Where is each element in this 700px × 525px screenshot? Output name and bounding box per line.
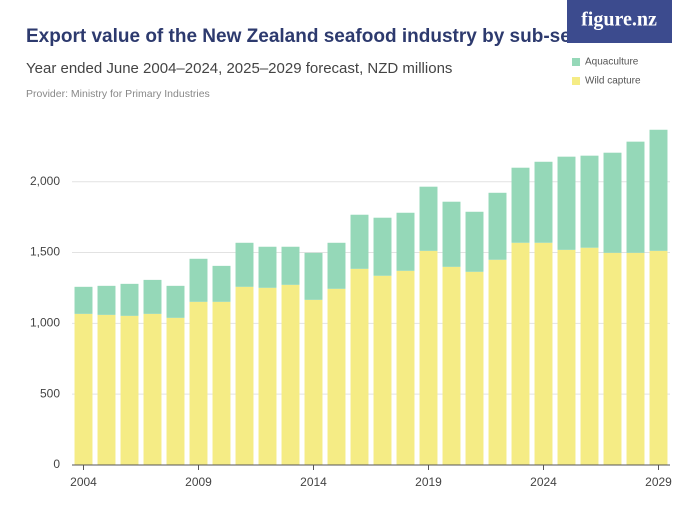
bar-segment — [603, 152, 622, 253]
bar-segment — [603, 252, 622, 465]
bar-segment — [189, 301, 208, 465]
bar-segment — [511, 242, 530, 465]
y-tick-label: 500 — [40, 386, 60, 400]
x-tick-label: 2014 — [300, 475, 327, 489]
bar-segment — [465, 271, 484, 465]
bar-segment — [97, 285, 116, 315]
x-tick-label: 2029 — [645, 475, 672, 489]
bar-segment — [166, 285, 185, 318]
bar-segment — [74, 286, 93, 314]
bar-segment — [649, 129, 668, 251]
bar-segment — [143, 313, 162, 465]
bar-segment — [166, 317, 185, 465]
legend-label: Wild capture — [585, 76, 641, 87]
x-tick-label: 2004 — [70, 475, 97, 489]
legend-swatch — [572, 58, 580, 66]
bar-segment — [235, 242, 254, 287]
bar-segment — [557, 156, 576, 250]
x-tick-label: 2019 — [415, 475, 442, 489]
bar-segment — [396, 270, 415, 465]
bar-segment — [281, 246, 300, 285]
bar-segment — [327, 242, 346, 289]
bar-segment — [258, 287, 277, 465]
bar-segment — [373, 217, 392, 276]
y-tick-label: 2,000 — [30, 174, 60, 188]
bar-segment — [488, 192, 507, 260]
bar-segment — [258, 246, 277, 288]
bar-segment — [143, 279, 162, 314]
bar-segment — [120, 283, 139, 316]
bar-segment — [350, 268, 369, 465]
bar-segment — [235, 286, 254, 465]
bar-segment — [534, 242, 553, 465]
bar-segment — [327, 288, 346, 465]
bar-segment — [557, 249, 576, 465]
bar-segment — [465, 211, 484, 272]
bar-segment — [580, 155, 599, 248]
bar-segment — [534, 161, 553, 243]
bar-segment — [212, 301, 231, 465]
y-tick-label: 1,500 — [30, 245, 60, 259]
legend-label: Aquaculture — [585, 57, 639, 68]
bar-segment — [442, 201, 461, 267]
logo: figure.nz — [581, 9, 657, 31]
y-tick-label: 0 — [53, 457, 60, 471]
chart-title: Export value of the New Zealand seafood … — [26, 26, 607, 47]
bar-segment — [189, 258, 208, 302]
legend-swatch — [572, 77, 580, 85]
logo-box — [567, 0, 672, 43]
bar-segment — [442, 266, 461, 465]
x-tick-label: 2009 — [185, 475, 212, 489]
y-tick-label: 1,000 — [30, 316, 60, 330]
x-tick-label: 2024 — [530, 475, 557, 489]
bar-segment — [511, 167, 530, 243]
bar-segment — [97, 314, 116, 465]
bar-segment — [350, 214, 369, 269]
bar-segment — [212, 265, 231, 302]
bar-segment — [580, 247, 599, 465]
provider: Provider: Ministry for Primary Industrie… — [26, 88, 210, 100]
bar-segment — [120, 315, 139, 465]
bar-segment — [488, 259, 507, 465]
bar-segment — [281, 284, 300, 465]
bar-segment — [419, 250, 438, 465]
bar-segment — [419, 186, 438, 251]
bar-segment — [74, 313, 93, 465]
bar-segment — [649, 250, 668, 465]
bar-segment — [626, 141, 645, 253]
bar-segment — [304, 252, 323, 300]
bar-segment — [396, 212, 415, 271]
bar-segment — [626, 252, 645, 465]
bar-segment — [304, 299, 323, 465]
bar-segment — [373, 275, 392, 465]
chart-subtitle: Year ended June 2004–2024, 2025–2029 for… — [26, 60, 452, 77]
